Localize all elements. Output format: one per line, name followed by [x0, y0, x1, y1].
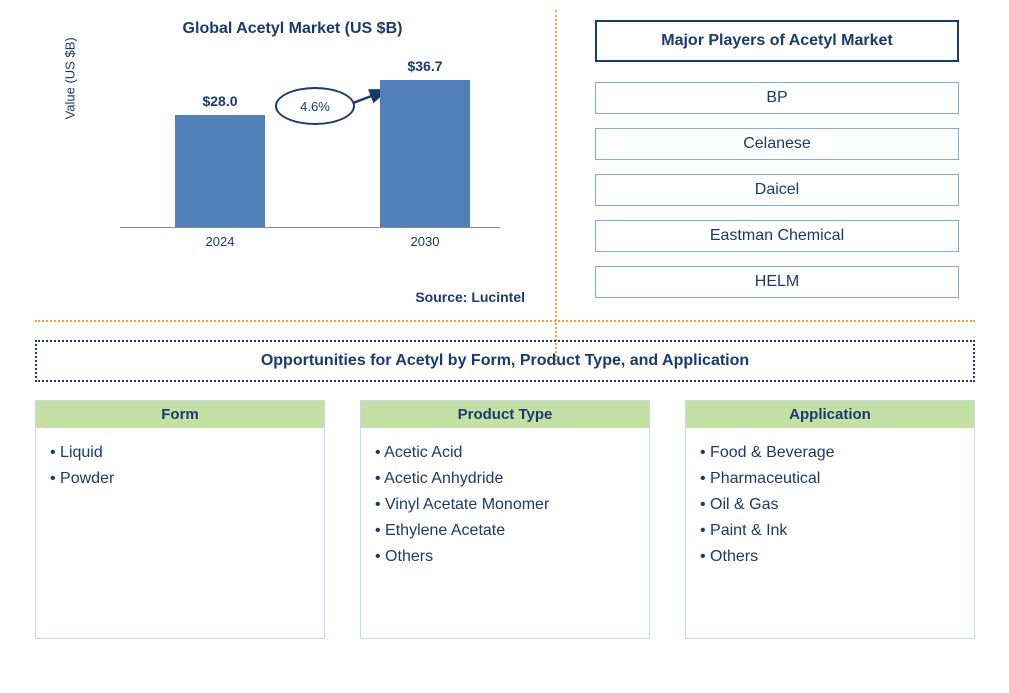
player-row: Celanese [595, 128, 959, 160]
players-panel: Major Players of Acetyl Market BP Celanes… [555, 0, 1009, 320]
list-item: Acetic Anhydride [375, 466, 635, 492]
bar-value-label: $36.7 [380, 58, 470, 74]
list-item: Oil & Gas [700, 492, 960, 518]
list-item: Others [375, 544, 635, 570]
list-item: Liquid [50, 440, 310, 466]
opportunities-columns: FormLiquidPowderProduct TypeAcetic AcidA… [35, 400, 975, 639]
opportunity-column: FormLiquidPowder [35, 400, 325, 639]
list-item: Ethylene Acetate [375, 518, 635, 544]
list-item: Food & Beverage [700, 440, 960, 466]
list-item: Others [700, 544, 960, 570]
bar-2024: $28.02024 [175, 115, 265, 227]
column-header: Application [686, 401, 974, 428]
growth-annotation: 4.6% [275, 83, 375, 128]
column-body: Food & BeveragePharmaceuticalOil & GasPa… [686, 428, 974, 638]
bar-2030: $36.72030 [380, 80, 470, 227]
vertical-divider [555, 10, 557, 365]
bar-x-label: 2024 [175, 234, 265, 249]
column-body: LiquidPowder [36, 428, 324, 638]
top-section: Global Acetyl Market (US $B) Value (US $… [0, 0, 1009, 320]
player-row: Daicel [595, 174, 959, 206]
list-item: Vinyl Acetate Monomer [375, 492, 635, 518]
horizontal-divider [35, 320, 975, 322]
list-item: Paint & Ink [700, 518, 960, 544]
player-row: BP [595, 82, 959, 114]
bar-x-label: 2030 [380, 234, 470, 249]
y-axis-label: Value (US $B) [63, 37, 78, 119]
players-list: BP Celanese Daicel Eastman Chemical HELM [595, 82, 959, 298]
source-label: Source: Lucintel [415, 289, 525, 305]
opportunities-section: Opportunities for Acetyl by Form, Produc… [35, 340, 975, 639]
opportunity-column: Product TypeAcetic AcidAcetic AnhydrideV… [360, 400, 650, 639]
plot-area: 4.6% $28.02024 $36.72030 [120, 68, 500, 228]
column-header: Product Type [361, 401, 649, 428]
bar-value-label: $28.0 [175, 93, 265, 109]
opportunities-title: Opportunities for Acetyl by Form, Produc… [35, 340, 975, 382]
chart-panel: Global Acetyl Market (US $B) Value (US $… [0, 0, 555, 320]
chart-title: Global Acetyl Market (US $B) [60, 20, 525, 38]
player-row: Eastman Chemical [595, 220, 959, 252]
list-item: Pharmaceutical [700, 466, 960, 492]
list-item: Powder [50, 466, 310, 492]
players-title: Major Players of Acetyl Market [595, 20, 959, 62]
growth-rate-label: 4.6% [275, 87, 355, 125]
list-item: Acetic Acid [375, 440, 635, 466]
column-body: Acetic AcidAcetic AnhydrideVinyl Acetate… [361, 428, 649, 638]
bar-chart: Value (US $B) 4.6% $28.02024$36.72030 [100, 53, 520, 253]
column-header: Form [36, 401, 324, 428]
opportunity-column: ApplicationFood & BeveragePharmaceutical… [685, 400, 975, 639]
player-row: HELM [595, 266, 959, 298]
